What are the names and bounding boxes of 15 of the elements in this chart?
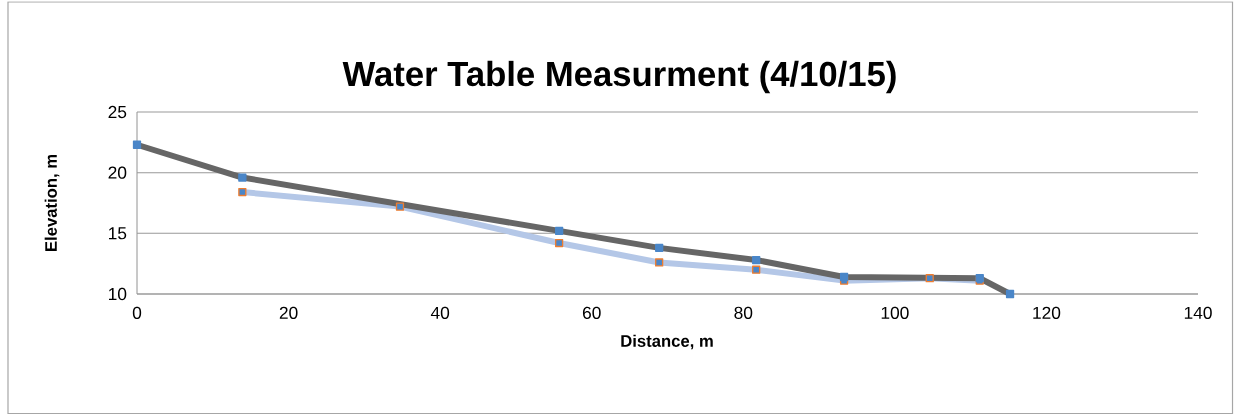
x-tick-label: 0 [132,306,142,319]
x-tick-label: 80 [734,306,753,319]
y-tick-label: 25 [108,105,127,119]
x-tick-label: 100 [881,306,909,319]
y-axis-title: Elevation, m [44,154,60,251]
x-axis-title: Distance, m [621,334,713,350]
x-tick-label: 140 [1184,306,1212,319]
x-tick-label: 60 [582,306,601,319]
chart-title: Water Table Measurment (4/10/15) [342,60,896,94]
y-tick-label: 20 [108,166,127,179]
y-tick-label: 10 [109,287,127,301]
x-tick-label: 20 [279,306,298,319]
y-tick-label: 15 [109,227,127,240]
x-tick-label: 120 [1033,306,1061,319]
x-tick-label: 40 [430,306,450,319]
